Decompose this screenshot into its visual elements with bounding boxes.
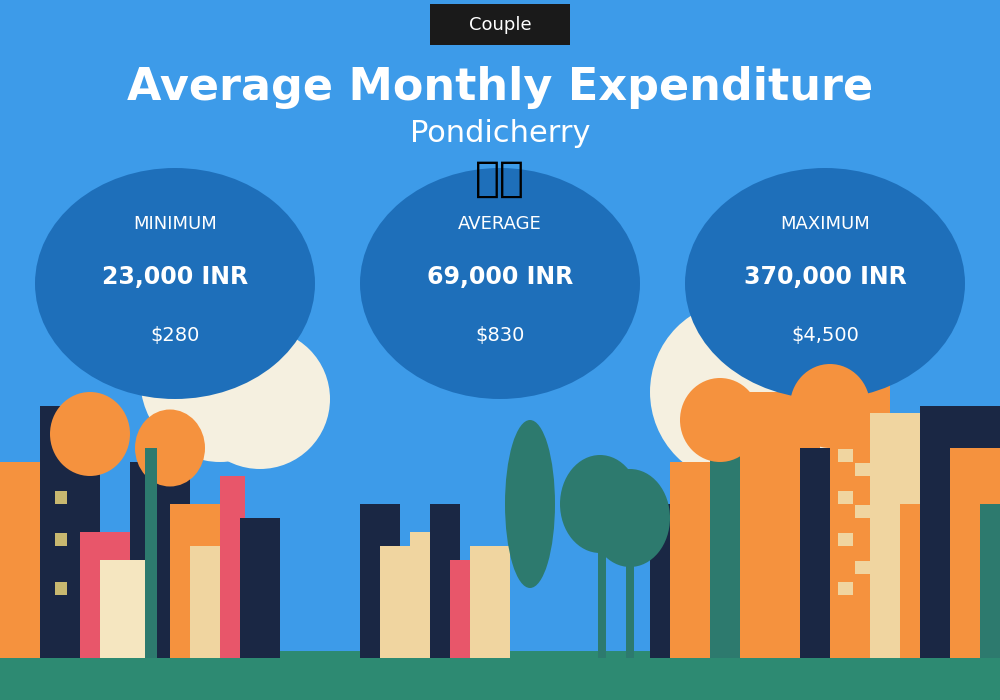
Bar xyxy=(40,406,100,658)
Bar xyxy=(190,546,250,658)
Bar xyxy=(900,504,950,658)
Ellipse shape xyxy=(360,168,640,399)
Bar xyxy=(920,406,1000,658)
Text: Couple: Couple xyxy=(469,15,531,34)
Bar xyxy=(650,504,690,658)
Ellipse shape xyxy=(35,168,315,399)
Bar xyxy=(0,462,70,658)
Bar xyxy=(55,491,67,504)
Text: 23,000 INR: 23,000 INR xyxy=(102,265,248,288)
Ellipse shape xyxy=(685,168,965,399)
Text: MINIMUM: MINIMUM xyxy=(133,215,217,233)
Bar xyxy=(380,546,430,658)
Bar xyxy=(838,582,853,595)
Text: $280: $280 xyxy=(150,326,200,346)
Bar xyxy=(430,504,460,658)
Bar xyxy=(980,504,1000,658)
Bar xyxy=(838,449,853,462)
Text: MAXIMUM: MAXIMUM xyxy=(780,215,870,233)
Ellipse shape xyxy=(505,420,555,588)
Bar xyxy=(145,448,157,658)
Ellipse shape xyxy=(710,336,850,476)
Bar xyxy=(855,463,870,476)
Bar xyxy=(55,533,67,546)
Ellipse shape xyxy=(50,392,130,476)
Bar xyxy=(800,448,840,658)
Text: $830: $830 xyxy=(475,326,525,346)
Bar xyxy=(838,533,853,546)
Ellipse shape xyxy=(190,329,330,469)
Bar xyxy=(410,532,450,658)
Text: Pondicherry: Pondicherry xyxy=(410,118,590,148)
Bar xyxy=(626,546,634,658)
FancyBboxPatch shape xyxy=(430,4,570,45)
Bar xyxy=(855,561,870,574)
Ellipse shape xyxy=(650,301,830,483)
Bar xyxy=(838,491,853,504)
Bar xyxy=(100,560,150,658)
Bar xyxy=(55,582,67,595)
Text: 69,000 INR: 69,000 INR xyxy=(427,265,573,288)
Ellipse shape xyxy=(560,455,640,553)
Bar xyxy=(740,392,820,658)
Bar xyxy=(0,651,1000,700)
Ellipse shape xyxy=(590,469,670,567)
Bar xyxy=(870,413,920,658)
Bar xyxy=(450,560,490,658)
Ellipse shape xyxy=(680,378,760,462)
Bar xyxy=(710,420,760,658)
Bar xyxy=(240,518,280,658)
Bar xyxy=(220,476,245,658)
Bar xyxy=(170,504,220,658)
Ellipse shape xyxy=(140,294,300,462)
Text: AVERAGE: AVERAGE xyxy=(458,215,542,233)
Bar xyxy=(830,364,890,658)
Bar xyxy=(80,532,130,658)
Bar xyxy=(130,462,190,658)
Bar xyxy=(360,504,400,658)
Bar xyxy=(855,505,870,518)
Bar xyxy=(470,546,510,658)
Ellipse shape xyxy=(790,364,870,448)
Bar xyxy=(670,462,730,658)
Text: $4,500: $4,500 xyxy=(791,326,859,346)
Bar xyxy=(598,532,606,658)
Text: Average Monthly Expenditure: Average Monthly Expenditure xyxy=(127,66,873,109)
Text: 🇮🇳: 🇮🇳 xyxy=(475,158,525,199)
Text: 370,000 INR: 370,000 INR xyxy=(744,265,906,288)
Bar xyxy=(950,448,1000,658)
Ellipse shape xyxy=(135,410,205,486)
